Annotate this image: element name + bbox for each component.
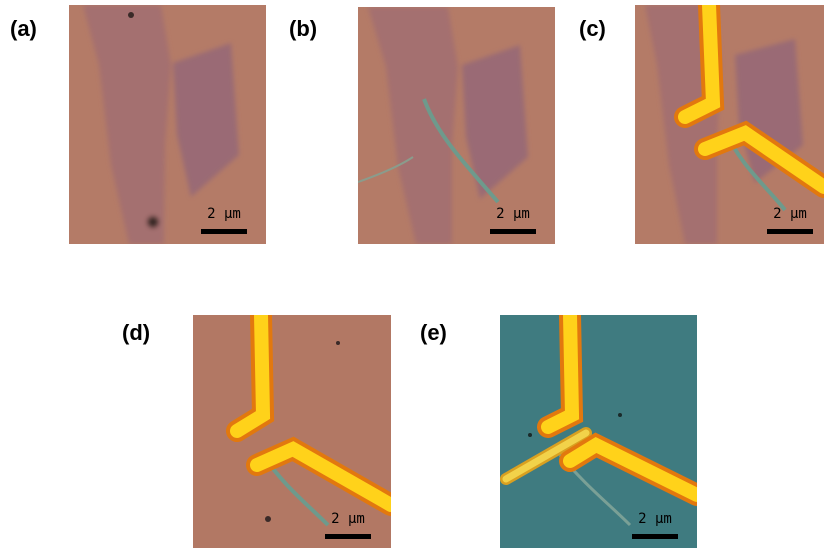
scale-bar bbox=[632, 534, 678, 539]
scale-bar-label: 2 μm bbox=[773, 206, 807, 222]
scale-bar bbox=[325, 534, 371, 539]
micrograph: 2 μm bbox=[193, 315, 391, 548]
scale-bar-label: 2 μm bbox=[207, 206, 241, 222]
micrograph: 2 μm bbox=[358, 7, 555, 244]
scale-bar bbox=[767, 229, 813, 234]
micrograph: 2 μm bbox=[69, 5, 266, 244]
scale-bar bbox=[201, 229, 247, 234]
scale-bar-label: 2 μm bbox=[496, 206, 530, 222]
scale-bar-label: 2 μm bbox=[638, 511, 672, 527]
micrograph: 2 μm bbox=[635, 5, 824, 244]
panel-label: (e) bbox=[420, 320, 447, 345]
panel-label: (b) bbox=[289, 16, 317, 41]
panel-label: (a) bbox=[10, 16, 37, 41]
panel-label: (d) bbox=[122, 320, 150, 345]
panel-label: (c) bbox=[579, 16, 606, 41]
micrograph: 2 μm bbox=[500, 315, 697, 548]
scale-bar bbox=[490, 229, 536, 234]
figure: (a) 2 μm (b) 2 μm (c) bbox=[0, 0, 824, 548]
scale-bar-label: 2 μm bbox=[331, 511, 365, 527]
